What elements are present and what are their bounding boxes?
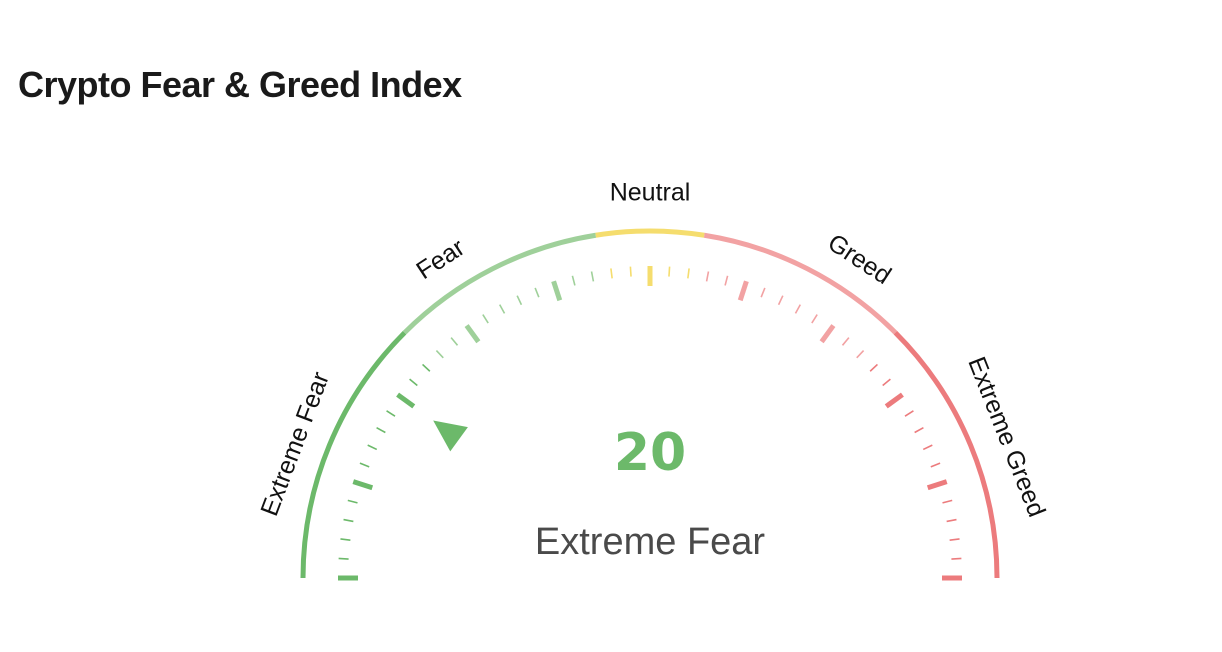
minor-tick: [914, 426, 924, 434]
minor-tick: [856, 350, 865, 359]
major-tick: [884, 392, 904, 409]
minor-tick: [590, 271, 595, 282]
minor-tick: [435, 350, 444, 359]
minor-tick: [841, 337, 850, 346]
minor-tick: [949, 538, 960, 541]
minor-tick: [571, 275, 576, 286]
minor-tick: [534, 287, 540, 298]
minor-tick: [516, 295, 523, 306]
minor-tick: [409, 378, 418, 387]
minor-tick: [904, 410, 914, 417]
zone-label-fear: Fear: [411, 233, 469, 285]
gauge-arc: [300, 228, 1000, 579]
minor-tick: [340, 538, 351, 541]
zone-label-neutral: Neutral: [610, 179, 691, 207]
minor-tick: [930, 462, 941, 468]
gauge-needle: [433, 420, 468, 452]
minor-tick: [498, 304, 506, 314]
gauge-ticks: [338, 266, 962, 581]
minor-tick: [760, 287, 766, 298]
major-tick: [551, 280, 563, 302]
page-title: Crypto Fear & Greed Index: [18, 64, 462, 105]
minor-tick: [811, 314, 818, 324]
minor-tick: [450, 337, 459, 346]
arc-segment-extreme-greed: [893, 330, 1000, 579]
zone-label-extreme-greed: Extreme Greed: [962, 353, 1050, 521]
minor-tick: [610, 268, 613, 279]
minor-tick: [338, 557, 349, 560]
minor-tick: [482, 314, 489, 324]
major-tick: [352, 479, 374, 491]
gauge-value: 20: [614, 423, 686, 483]
minor-tick: [367, 444, 378, 451]
arc-segment-extreme-fear: [300, 330, 407, 579]
minor-tick: [705, 271, 710, 282]
zone-label-extreme-fear: Extreme Fear: [255, 368, 335, 520]
minor-tick: [422, 363, 431, 372]
major-tick: [464, 324, 481, 344]
minor-tick: [347, 499, 358, 504]
minor-tick: [343, 518, 354, 523]
minor-tick: [629, 266, 632, 277]
minor-tick: [869, 363, 878, 372]
minor-tick: [946, 518, 957, 523]
minor-tick: [359, 462, 370, 468]
minor-tick: [668, 266, 671, 277]
gauge-status: Extreme Fear: [535, 521, 766, 563]
minor-tick: [882, 378, 891, 387]
arc-segment-neutral: [595, 228, 705, 238]
minor-tick: [376, 426, 386, 434]
minor-tick: [922, 444, 933, 451]
minor-tick: [942, 499, 953, 504]
minor-tick: [794, 304, 802, 314]
major-tick: [819, 324, 836, 344]
major-tick: [926, 479, 948, 491]
arc-segment-greed: [703, 232, 898, 335]
arc-segment-fear: [402, 232, 597, 335]
minor-tick: [724, 275, 729, 286]
minor-tick: [777, 295, 784, 306]
minor-tick: [386, 410, 396, 417]
minor-tick: [951, 557, 962, 560]
major-tick: [737, 280, 749, 302]
minor-tick: [687, 268, 690, 279]
major-tick: [396, 392, 416, 409]
